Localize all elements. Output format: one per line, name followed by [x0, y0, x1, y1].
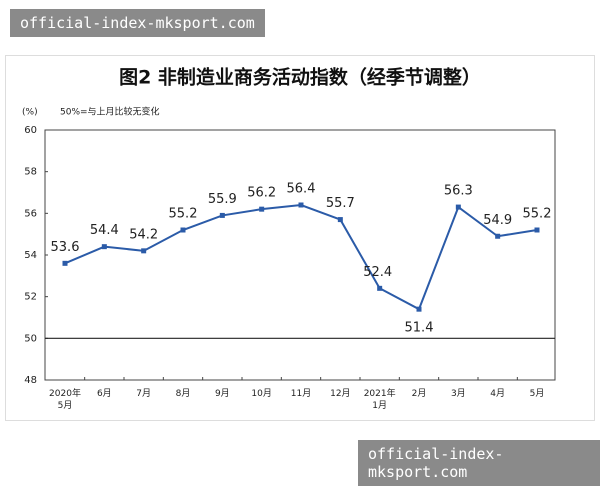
point	[259, 206, 265, 212]
data-label: 53.6	[51, 240, 80, 255]
data-label: 54.9	[483, 213, 512, 228]
chart-panel	[5, 55, 595, 421]
y-tick-label: 48	[24, 375, 37, 386]
point	[62, 260, 68, 266]
point	[141, 248, 147, 254]
x-tick-label: 8月	[175, 389, 191, 399]
x-tick-label: 12月	[330, 389, 351, 399]
point	[455, 204, 461, 210]
data-label: 51.4	[405, 321, 434, 336]
point	[101, 244, 107, 250]
x-tick-label: 9月	[214, 389, 230, 399]
point	[416, 306, 422, 312]
point	[180, 227, 186, 233]
x-tick-label: 6月	[96, 389, 112, 399]
point	[495, 233, 501, 239]
x-tick-label: 10月	[251, 389, 272, 399]
data-label: 56.4	[287, 182, 316, 197]
point	[219, 212, 225, 218]
point	[298, 202, 304, 208]
data-label: 54.2	[129, 227, 158, 242]
data-label: 52.4	[363, 265, 392, 280]
data-label: 56.3	[444, 184, 473, 199]
y-tick-label: 56	[24, 208, 37, 219]
x-tick-label: 2021年 1月	[363, 389, 396, 411]
x-tick-label: 3月	[450, 389, 466, 399]
x-tick-label: 4月	[490, 389, 506, 399]
y-tick-label: 54	[24, 250, 37, 261]
point	[377, 285, 383, 291]
watermark: official-index-mksport.com	[358, 440, 600, 486]
x-tick-label: 11月	[290, 389, 312, 399]
data-label: 55.7	[326, 196, 355, 211]
point	[534, 227, 540, 233]
y-tick-label: 58	[24, 167, 37, 178]
watermark: official-index-mksport.com	[10, 9, 265, 37]
data-label: 55.9	[208, 192, 237, 207]
x-tick-label: 2月	[411, 389, 427, 399]
x-tick-label: 5月	[529, 389, 545, 399]
data-label: 55.2	[523, 207, 552, 222]
series-line	[64, 203, 538, 311]
y-tick-label: 50	[24, 333, 37, 344]
annotation: 50%=与上月比较无变化	[60, 106, 160, 118]
plot-frame	[44, 129, 556, 381]
chart-title: 图2 非制造业商务活动指数（经季节调整）	[119, 66, 481, 89]
data-label: 55.2	[169, 207, 198, 222]
x-tick-label: 2020年 5月	[49, 389, 81, 411]
y-tick-label: 52	[24, 292, 37, 303]
point	[337, 217, 343, 223]
data-label: 54.4	[90, 223, 119, 238]
x-tick-label: 7月	[136, 389, 152, 399]
y-tick-label: 60	[24, 125, 37, 136]
data-label: 56.2	[247, 186, 276, 201]
unit-label: (%)	[22, 108, 38, 118]
